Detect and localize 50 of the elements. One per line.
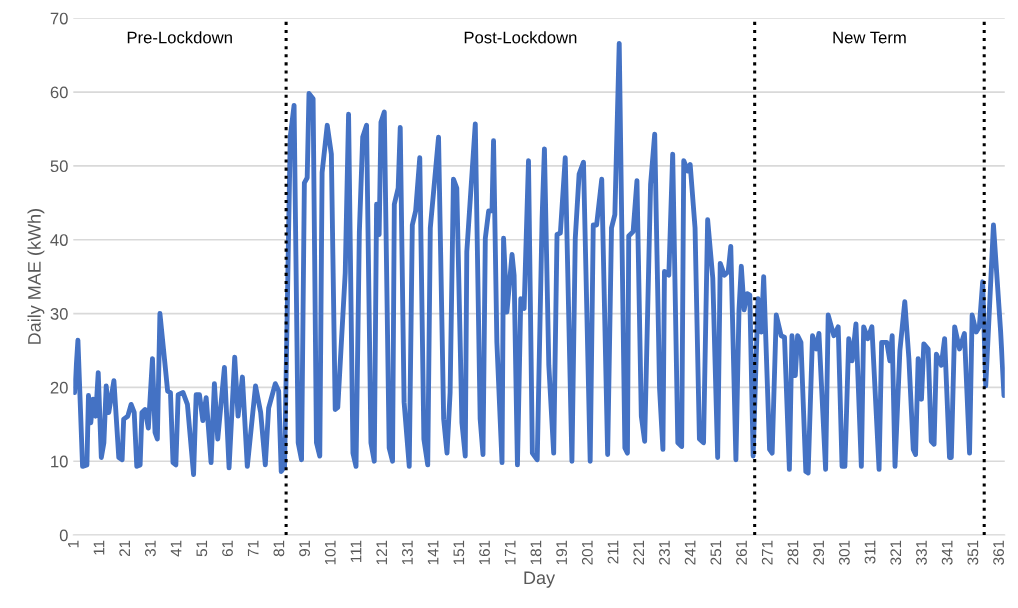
x-tick-label: 51: [196, 540, 208, 557]
x-tick-label: 101: [324, 540, 336, 565]
x-tick-label: 151: [453, 540, 465, 565]
x-tick-label: 191: [556, 540, 568, 565]
x-tick-label: 241: [684, 540, 696, 565]
x-tick-label: 201: [581, 540, 593, 565]
x-tick-label: 291: [813, 540, 825, 565]
x-tick-label: 31: [144, 540, 156, 557]
y-tick-label: 40: [50, 234, 68, 246]
x-tick-label: 41: [170, 540, 182, 557]
x-tick-label: 331: [916, 540, 927, 565]
y-tick-label: 0: [59, 529, 68, 542]
x-tick-label: 11: [93, 540, 105, 555]
x-tick-label: 121: [376, 540, 387, 565]
y-axis-title: Daily MAE (kWh): [27, 209, 45, 344]
annotation: New Term: [833, 31, 906, 44]
x-tick-label: 231: [659, 540, 670, 565]
x-tick-label: 321: [890, 540, 902, 565]
x-tick-label: 111: [350, 540, 362, 562]
x-tick-label: 281: [787, 540, 799, 565]
x-tick-label: 311: [864, 540, 876, 564]
x-tick-label: 361: [993, 540, 1004, 565]
x-tick-label: 1: [68, 540, 79, 548]
x-tick-label: 341: [941, 540, 953, 565]
y-tick-label: 60: [50, 86, 68, 99]
x-tick-label: 301: [838, 540, 850, 565]
y-tick-label: 10: [51, 455, 68, 468]
x-tick-label: 251: [710, 540, 722, 565]
x-tick-label: 261: [736, 540, 747, 565]
annotation: Pre-Lockdown: [127, 31, 232, 44]
x-tick-label: 181: [530, 540, 542, 565]
x-tick-label: 131: [402, 540, 413, 565]
x-tick-label: 141: [427, 540, 439, 565]
x-axis-title: Day: [524, 571, 556, 588]
y-tick-label: 70: [50, 12, 68, 25]
x-tick-label: 91: [299, 540, 311, 557]
y-tick-label: 30: [50, 307, 68, 320]
x-tick-label: 171: [504, 540, 516, 565]
x-tick-label: 71: [247, 540, 259, 557]
annotation: Post-Lockdown: [464, 31, 577, 44]
x-tick-label: 271: [761, 540, 773, 565]
x-tick-label: 351: [967, 540, 979, 565]
y-tick-label: 50: [50, 160, 68, 173]
y-tick-label: 20: [50, 381, 68, 394]
x-tick-label: 211: [607, 540, 619, 564]
x-tick-label: 61: [222, 540, 233, 557]
x-tick-label: 21: [119, 540, 130, 557]
x-tick-label: 221: [633, 540, 644, 565]
x-tick-label: 161: [479, 540, 490, 565]
x-tick-label: 81: [273, 540, 285, 557]
